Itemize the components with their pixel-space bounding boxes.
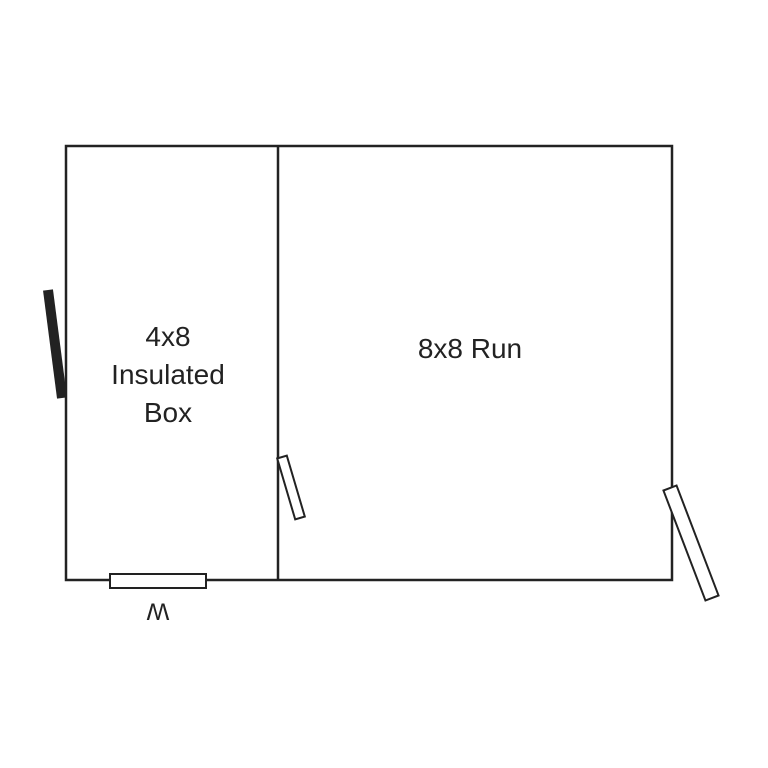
- left-room-label: 4x8 Insulated Box: [88, 318, 248, 431]
- left-room-line1: 4x8: [145, 321, 190, 352]
- window-label-text: W: [147, 597, 170, 624]
- left-room-line3: Box: [144, 397, 192, 428]
- right-room-text: 8x8 Run: [418, 333, 522, 364]
- right-room-label: 8x8 Run: [370, 330, 570, 368]
- left-room-line2: Insulated: [111, 359, 225, 390]
- window-label: W: [110, 594, 206, 626]
